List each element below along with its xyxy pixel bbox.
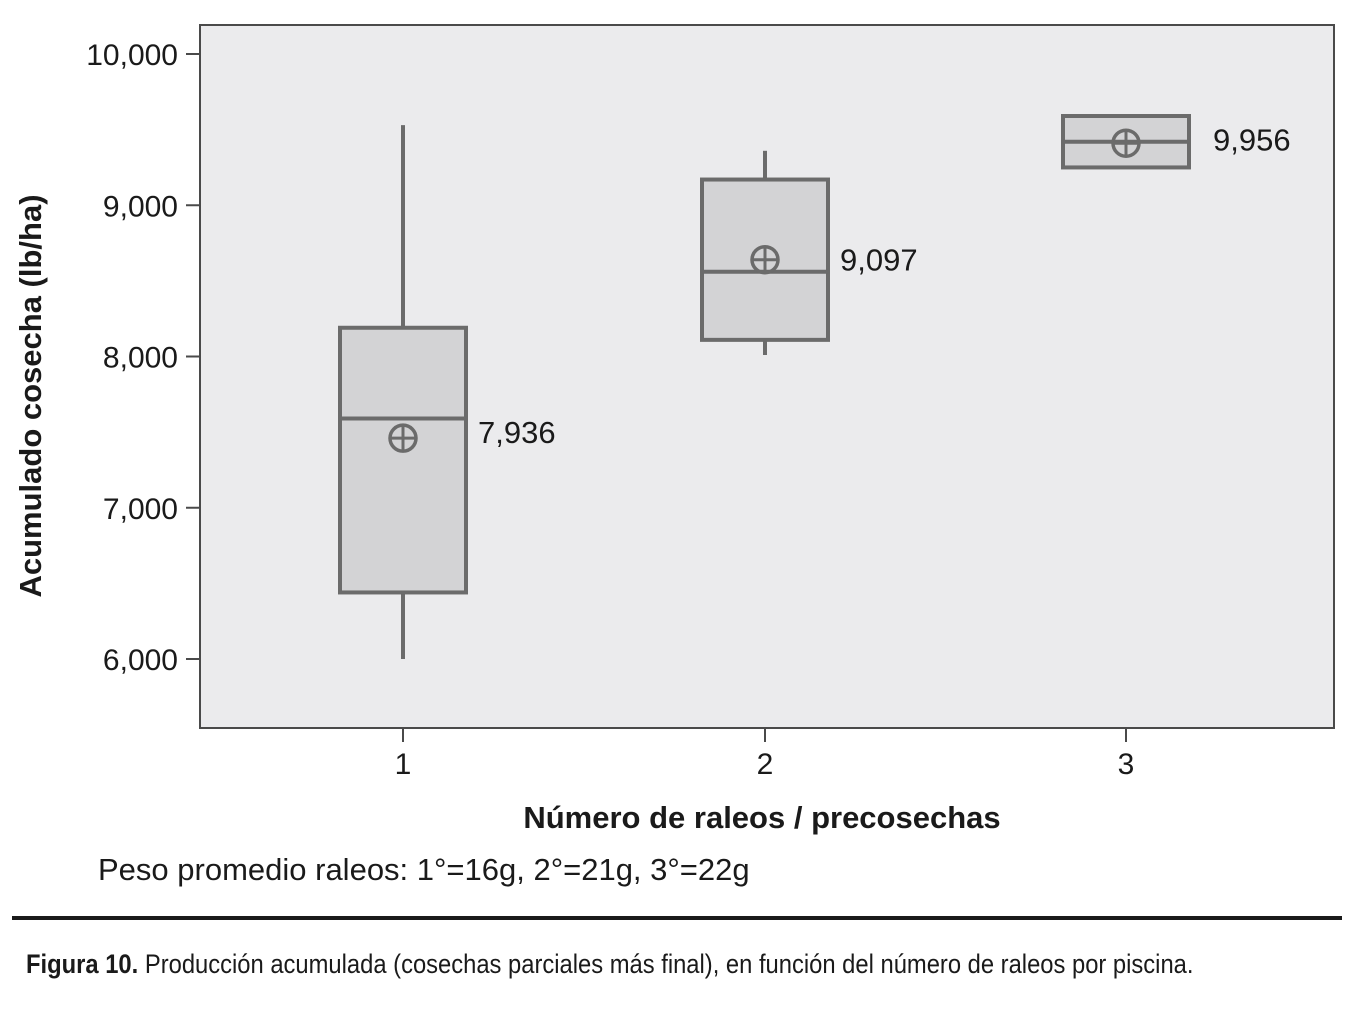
mean-marker bbox=[388, 423, 418, 453]
caption-divider bbox=[12, 916, 1342, 920]
mean-marker bbox=[750, 244, 780, 275]
box-value-label: 9,956 bbox=[1213, 123, 1291, 158]
mean-marker bbox=[1111, 128, 1141, 158]
figure-caption: Figura 10. Producción acumulada (cosecha… bbox=[26, 945, 1311, 983]
boxplot-chart: 6,000 7,000 8,000 9,000 10,000 1 2 3 7,936 9,09… bbox=[13, 24, 1335, 835]
figure-caption-label: Figura 10. bbox=[26, 949, 139, 979]
box-value-label: 9,097 bbox=[840, 243, 918, 278]
y-tick-label: 6,000 bbox=[103, 644, 178, 677]
y-axis: 6,000 7,000 8,000 9,000 10,000 bbox=[86, 39, 200, 677]
box-group-2: 9,097 bbox=[700, 150, 918, 355]
x-tick-label: 2 bbox=[757, 748, 774, 781]
average-weight-note: Peso promedio raleos: 1°=16g, 2°=21g, 3°… bbox=[98, 852, 750, 887]
y-tick-label: 7,000 bbox=[103, 493, 178, 526]
x-axis: 1 2 3 bbox=[395, 728, 1135, 781]
box-group-3: 9,956 bbox=[1061, 114, 1291, 170]
y-axis-title: Acumulado cosecha (lb/ha) bbox=[13, 194, 48, 597]
boxes: 7,936 9,097 9,956 bbox=[338, 114, 1291, 659]
x-tick-label: 3 bbox=[1118, 748, 1135, 781]
x-tick-label: 1 bbox=[395, 748, 412, 781]
figure-caption-text: Producción acumulada (cosechas parciales… bbox=[138, 949, 1194, 979]
box-value-label: 7,936 bbox=[478, 415, 556, 450]
y-tick-label: 8,000 bbox=[103, 342, 178, 375]
y-tick-label: 10,000 bbox=[86, 39, 178, 72]
y-tick-label: 9,000 bbox=[103, 190, 178, 223]
box bbox=[338, 325, 468, 595]
box-group-1: 7,936 bbox=[338, 125, 556, 659]
x-axis-title: Número de raleos / precosechas bbox=[523, 800, 1000, 835]
